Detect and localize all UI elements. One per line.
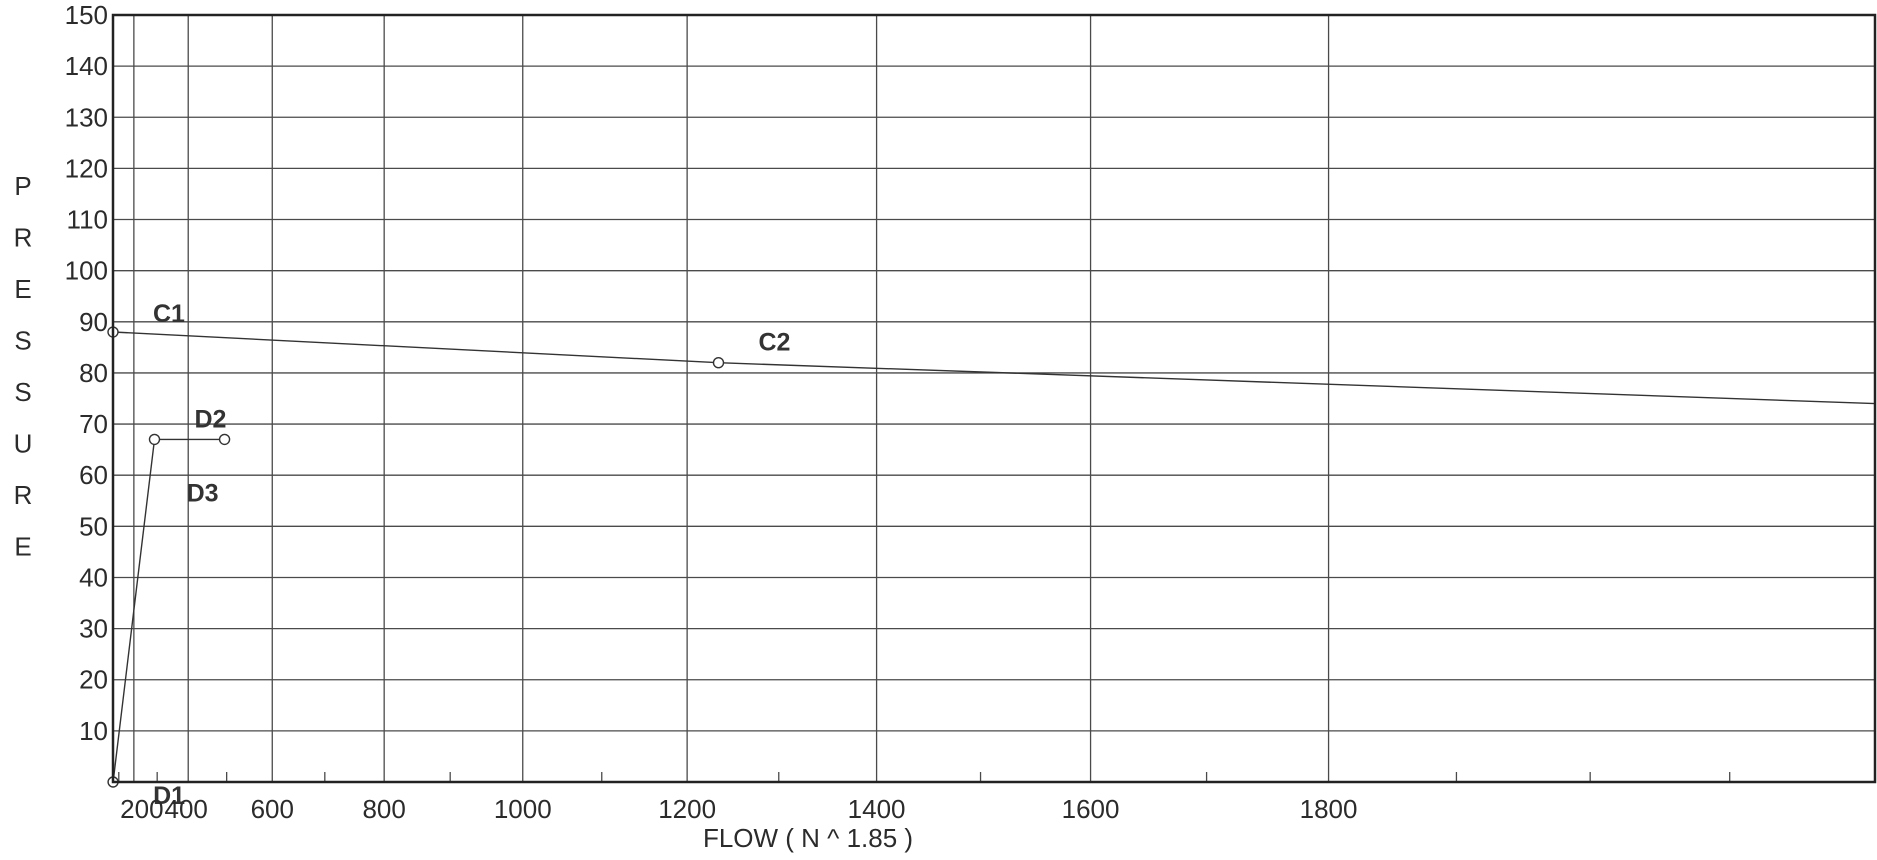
- x-tick-label-800: 800: [362, 794, 405, 824]
- x-tick-labels: 200 400 600 800 1000 1200 1400 1600 1800: [120, 794, 1357, 824]
- y-tick-label-70: 70: [79, 409, 108, 439]
- point-label-c2: C2: [758, 329, 790, 357]
- point-label-d2: D2: [194, 405, 226, 433]
- y-axis-label-letter: E: [14, 274, 31, 304]
- y-tick-label-120: 120: [65, 153, 108, 183]
- y-tick-label-10: 10: [79, 716, 108, 746]
- y-tick-label-20: 20: [79, 665, 108, 695]
- x-tick-label-400: 400: [165, 794, 208, 824]
- y-tick-label-150: 150: [65, 0, 108, 30]
- point-label-d1: D1: [153, 782, 185, 810]
- point-label-d3: D3: [187, 479, 219, 507]
- point-labels: C1 C2 D1 D2 D3: [153, 300, 790, 810]
- x-tick-label-1000: 1000: [494, 794, 552, 824]
- y-axis-label-letter: R: [14, 223, 33, 253]
- x-tick-label-200: 200: [120, 794, 163, 824]
- y-tick-label-110: 110: [67, 205, 108, 235]
- y-tick-label-30: 30: [79, 614, 108, 644]
- data-point-d2: [148, 433, 161, 446]
- x-minor-ticks: [118, 772, 1731, 782]
- y-axis-label-letter: S: [14, 326, 31, 356]
- x-tick-label-1200: 1200: [658, 794, 716, 824]
- data-point-c2: [712, 357, 725, 369]
- point-label-c1: C1: [153, 300, 185, 328]
- series-line-1: [112, 331, 1876, 405]
- y-axis-label-letter: U: [14, 429, 33, 459]
- y-tick-label-90: 90: [79, 307, 108, 337]
- y-axis-label-letter: P: [14, 171, 31, 201]
- y-tick-label-40: 40: [79, 562, 108, 592]
- y-tick-label-50: 50: [79, 511, 108, 541]
- x-tick-label-600: 600: [251, 794, 294, 824]
- y-axis-label-letter: R: [14, 480, 33, 510]
- y-axis-label-letter: S: [14, 377, 31, 407]
- y-tick-labels: 10 20 30 40 50 60 70 80 90 100 110 120 130 140 150: [65, 0, 108, 746]
- point-markers: [107, 326, 725, 788]
- y-tick-label-100: 100: [65, 256, 108, 286]
- y-axis-label-letter: E: [14, 532, 31, 562]
- plot-frame: [111, 13, 1877, 784]
- y-tick-label-80: 80: [79, 358, 108, 388]
- x-axis-label: FLOW ( N ^ 1.85 ): [703, 823, 913, 853]
- x-tick-label-1800: 1800: [1300, 794, 1358, 824]
- series-lines: [112, 331, 1876, 783]
- x-tick-label-1400: 1400: [848, 794, 906, 824]
- y-tick-label-140: 140: [65, 51, 108, 81]
- x-tick-label-1600: 1600: [1062, 794, 1120, 824]
- y-tick-label-130: 130: [65, 102, 108, 132]
- y-tick-label-60: 60: [79, 460, 108, 490]
- grid-lines: [113, 15, 1875, 782]
- data-point-d3: [218, 433, 231, 446]
